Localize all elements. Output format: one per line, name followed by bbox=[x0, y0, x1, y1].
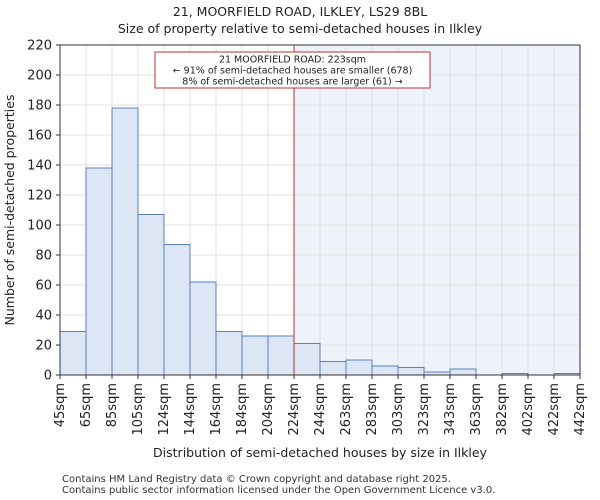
x-tick-label: 402sqm bbox=[521, 383, 536, 436]
x-tick-label: 45sqm bbox=[53, 383, 68, 427]
x-tick-label: 65sqm bbox=[79, 383, 94, 427]
x-tick-label: 164sqm bbox=[209, 383, 224, 436]
x-tick-label: 224sqm bbox=[287, 383, 302, 436]
bar bbox=[319, 361, 347, 376]
footer-line-2: Contains public sector information licen… bbox=[62, 485, 496, 496]
bar bbox=[267, 335, 295, 376]
x-tick-label: 105sqm bbox=[131, 383, 146, 436]
annotation-box bbox=[154, 51, 431, 89]
y-tick-label: 160 bbox=[27, 129, 52, 144]
bar bbox=[59, 331, 87, 376]
bar bbox=[397, 367, 425, 376]
y-tick-label: 0 bbox=[44, 369, 52, 384]
bar bbox=[189, 281, 217, 376]
y-tick-label: 180 bbox=[27, 99, 52, 114]
x-tick-label: 204sqm bbox=[261, 383, 276, 436]
y-tick-label: 200 bbox=[27, 69, 52, 84]
x-tick-label: 184sqm bbox=[235, 383, 250, 436]
bar bbox=[293, 343, 321, 376]
x-tick-label: 442sqm bbox=[573, 383, 588, 436]
x-tick-label: 422sqm bbox=[547, 383, 562, 436]
annotation-line: 21 MOORFIELD ROAD: 223sqm bbox=[219, 55, 366, 66]
bar bbox=[163, 244, 191, 376]
x-axis-label: Distribution of semi-detached houses by … bbox=[153, 445, 487, 460]
x-tick-label: 244sqm bbox=[313, 383, 328, 436]
bar bbox=[215, 331, 243, 376]
x-tick-label: 263sqm bbox=[339, 383, 354, 436]
bar bbox=[137, 214, 165, 376]
bar bbox=[345, 359, 373, 376]
histogram-chart: 0 20 40 60 80 100 120 140 160 180 200 220 45sqm 65sqm… bbox=[2, 39, 588, 461]
y-tick-label: 20 bbox=[35, 339, 52, 354]
y-tick-label: 120 bbox=[27, 189, 52, 204]
y-tick-label: 60 bbox=[35, 279, 52, 294]
x-tick-label: 323sqm bbox=[417, 383, 432, 436]
x-tick-label: 124sqm bbox=[157, 383, 172, 436]
x-tick-label: 363sqm bbox=[469, 383, 484, 436]
annotation-line: ← 91% of semi-detached houses are smalle… bbox=[173, 66, 413, 77]
bar bbox=[241, 335, 269, 376]
x-tick-label: 343sqm bbox=[443, 383, 458, 436]
chart-subtitle: Size of property relative to semi-detach… bbox=[117, 21, 483, 36]
y-tick-label: 140 bbox=[27, 159, 52, 174]
x-tick-label: 85sqm bbox=[105, 383, 120, 427]
y-tick-label: 220 bbox=[27, 39, 52, 54]
x-tick-label: 382sqm bbox=[495, 383, 510, 436]
bar bbox=[111, 107, 139, 376]
bar bbox=[449, 368, 477, 376]
x-tick-label: 283sqm bbox=[365, 383, 380, 436]
x-tick-label: 144sqm bbox=[183, 383, 198, 436]
bar bbox=[371, 365, 399, 376]
footer-line-1: Contains HM Land Registry data © Crown c… bbox=[62, 474, 451, 485]
highlight-region bbox=[294, 45, 580, 375]
chart-title: 21, MOORFIELD ROAD, ILKLEY, LS29 8BL bbox=[172, 4, 428, 19]
y-axis-label: Number of semi-detached properties bbox=[2, 95, 17, 326]
bar bbox=[85, 167, 113, 376]
annotation-line: 8% of semi-detached houses are larger (6… bbox=[182, 77, 402, 88]
y-tick-label: 40 bbox=[35, 309, 52, 324]
y-tick-label: 100 bbox=[27, 219, 52, 234]
x-tick-label: 303sqm bbox=[391, 383, 406, 436]
y-tick-label: 80 bbox=[35, 249, 52, 264]
